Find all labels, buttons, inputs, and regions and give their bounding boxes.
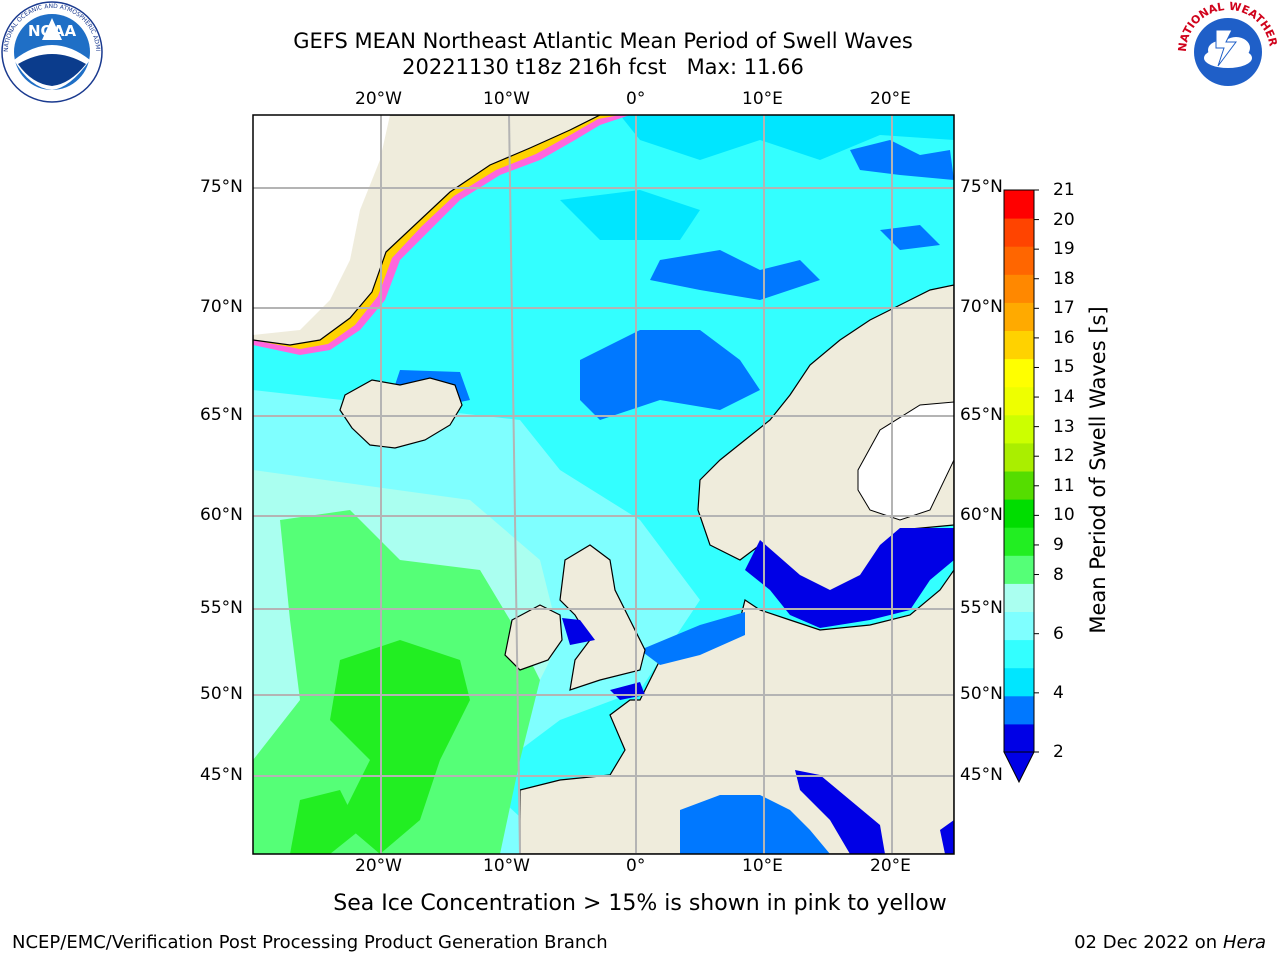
lat-label-left: 70°N xyxy=(200,297,243,317)
colorbar-tick-label: 18 xyxy=(1053,268,1075,289)
colorbar-segment xyxy=(1004,414,1034,444)
colorbar-tick-label: 20 xyxy=(1053,209,1075,230)
map-title: GEFS MEAN Northeast Atlantic Mean Period… xyxy=(293,29,913,53)
sea-ice-edge xyxy=(253,115,630,355)
colorbar-tick-label: 13 xyxy=(1053,416,1075,437)
colorbar-tick-label: 16 xyxy=(1053,327,1075,348)
colorbar-segment xyxy=(1004,218,1034,247)
great-britain-land xyxy=(559,544,646,691)
colorbar-tick-label: 8 xyxy=(1053,564,1064,585)
colorbar-segment xyxy=(1004,555,1034,584)
colorbar-segment xyxy=(1004,527,1034,556)
colorbar-tick-label: 10 xyxy=(1053,505,1075,526)
lat-label-left: 45°N xyxy=(200,765,243,785)
lat-label-right: 55°N xyxy=(960,598,1003,618)
iceland-land xyxy=(339,377,463,449)
colorbar-label: Mean Period of Swell Waves [s] xyxy=(1086,306,1110,634)
lon-label-top: 10°W xyxy=(483,89,530,109)
ireland-land xyxy=(504,604,563,671)
colorbar-segment xyxy=(1004,274,1034,303)
lon-label-top: 0° xyxy=(626,89,646,109)
colorbar-extend-arrow xyxy=(1003,751,1035,784)
lat-label-right: 60°N xyxy=(960,505,1003,525)
colorbar-tick-label: 17 xyxy=(1053,298,1075,319)
footer-host: Hera xyxy=(1222,932,1266,953)
colorbar-tick-label: 19 xyxy=(1053,239,1075,260)
colorbar-segment xyxy=(1004,246,1034,275)
lon-label-top: 10°E xyxy=(742,89,783,109)
colorbar-frame xyxy=(1003,189,1035,753)
colorbar-segment xyxy=(1004,667,1034,697)
lat-label-right: 70°N xyxy=(960,297,1003,317)
lat-label-right: 65°N xyxy=(960,405,1003,425)
lat-label-left: 60°N xyxy=(200,505,243,525)
colorbar-tick-label: 4 xyxy=(1053,682,1064,703)
noaa-logo: NOAA NATIONAL OCEANIC AND ATMOSPHERIC AD… xyxy=(0,0,104,104)
colorbar-segment xyxy=(1004,302,1034,331)
swell-zone-pale xyxy=(253,470,560,854)
colorbar-segment xyxy=(1004,723,1034,753)
lat-label-left: 55°N xyxy=(200,598,243,618)
colorbar-segment xyxy=(1004,611,1034,641)
ocean-area xyxy=(253,115,954,854)
colorbar-segment xyxy=(1004,583,1034,612)
footer-credit: NCEP/EMC/Verification Post Processing Pr… xyxy=(12,932,608,953)
sea-ice-note: Sea Ice Concentration > 15% is shown in … xyxy=(333,891,947,916)
map-frame xyxy=(252,114,955,855)
colorbar-tick-label: 14 xyxy=(1053,387,1075,408)
colorbar-segment xyxy=(1004,695,1034,725)
colorbar-tick-label: 11 xyxy=(1053,475,1075,496)
lon-label-bottom: 20°E xyxy=(870,856,911,876)
swell-zone-green xyxy=(253,510,540,854)
europe-land xyxy=(519,568,954,854)
colorbar-segment xyxy=(1004,442,1034,472)
colorbar-tick-label: 9 xyxy=(1053,534,1064,555)
lon-label-bottom: 10°E xyxy=(742,856,783,876)
lat-label-right: 75°N xyxy=(960,177,1003,197)
lon-label-bottom: 10°W xyxy=(483,856,530,876)
scandinavia-land xyxy=(697,284,954,601)
colorbar-segment xyxy=(1004,190,1034,219)
footer-date-text: 02 Dec 2022 on xyxy=(1074,932,1218,953)
colorbar-segment xyxy=(1004,386,1034,416)
colorbar-tick-label: 6 xyxy=(1053,623,1064,644)
lat-label-left: 65°N xyxy=(200,405,243,425)
colorbar-segment xyxy=(1004,499,1034,528)
map-gridlines xyxy=(253,114,954,855)
lat-label-left: 50°N xyxy=(200,684,243,704)
swell-zone-light xyxy=(253,390,700,854)
lat-label-left: 75°N xyxy=(200,177,243,197)
baltic-sea xyxy=(745,528,954,628)
nws-logo: NATIONAL WEATHER SERVICE xyxy=(1172,0,1280,104)
colorbar-tick-label: 2 xyxy=(1053,742,1064,762)
colorbar-segment xyxy=(1004,358,1034,388)
lon-label-top: 20°W xyxy=(355,89,402,109)
lon-label-top: 20°E xyxy=(870,89,911,109)
lat-label-right: 50°N xyxy=(960,684,1003,704)
map-subtitle: 20221130 t18z 216h fcst Max: 11.66 xyxy=(402,55,804,79)
colorbar xyxy=(1000,186,1040,786)
swell-zone-green-dark xyxy=(330,640,470,854)
colorbar-segment xyxy=(1004,330,1034,360)
colorbar-tick-label: 21 xyxy=(1053,180,1075,200)
lon-label-bottom: 20°W xyxy=(355,856,402,876)
swell-zone-blue-north xyxy=(580,330,760,420)
colorbar-segment xyxy=(1004,639,1034,669)
colorbar-tick-label: 12 xyxy=(1053,446,1075,467)
footer-date: 02 Dec 2022 on Hera xyxy=(1074,932,1266,953)
colorbar-segment xyxy=(1004,471,1034,500)
lat-label-right: 45°N xyxy=(960,765,1003,785)
lon-label-bottom: 0° xyxy=(626,856,646,876)
colorbar-tick-label: 15 xyxy=(1053,357,1075,378)
mediterranean-sea xyxy=(680,795,830,854)
greenland-land xyxy=(253,115,601,346)
noaa-logo-text: NOAA xyxy=(28,22,77,40)
